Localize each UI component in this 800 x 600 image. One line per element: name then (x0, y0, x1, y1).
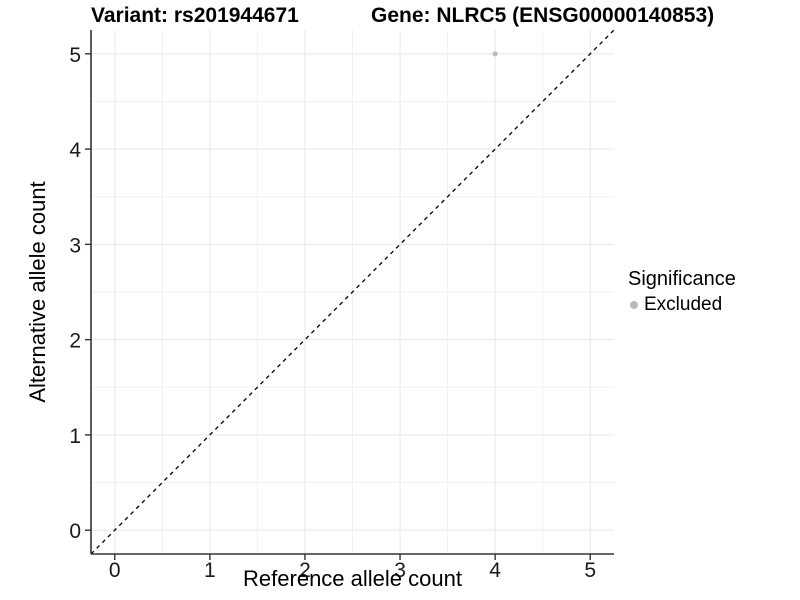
y-tick-label: 1 (69, 425, 81, 448)
data-point (492, 51, 498, 57)
y-tick-label: 3 (69, 234, 81, 257)
legend-item-label: Excluded (644, 294, 723, 315)
y-axis-label: Alternative allele count (25, 181, 50, 403)
y-tick-label: 2 (69, 330, 81, 353)
x-tick-label: 4 (489, 559, 501, 582)
y-tick-label: 0 (69, 520, 81, 543)
identity-line (90, 29, 615, 555)
x-tick-label: 2 (299, 559, 311, 582)
plot-title-gene: Gene: NLRC5 (ENSG00000140853) (371, 4, 715, 27)
legend-title: Significance (628, 268, 736, 290)
legend-point-icon (630, 301, 638, 309)
x-tick-label: 0 (109, 559, 121, 582)
plot-title-variant: Variant: rs201944671 (91, 4, 299, 27)
x-tick-label: 1 (204, 559, 216, 582)
legend: Significance Excluded (628, 268, 736, 316)
x-tick-label: 3 (394, 559, 406, 582)
y-tick-label: 4 (69, 139, 81, 162)
x-axis-label: Reference allele count (243, 566, 462, 591)
y-tick-label: 5 (69, 44, 81, 67)
legend-item-excluded: Excluded (630, 294, 736, 316)
x-tick-label: 5 (584, 559, 596, 582)
